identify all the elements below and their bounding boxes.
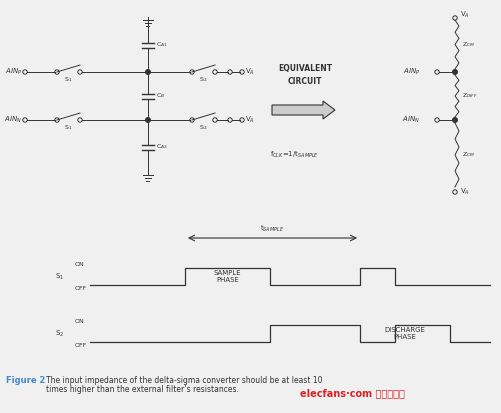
Circle shape <box>451 69 456 74</box>
Text: Z$_{CM}$: Z$_{CM}$ <box>461 151 474 159</box>
Text: OFF: OFF <box>75 343 87 348</box>
Text: t$_{SAMPLE}$: t$_{SAMPLE}$ <box>260 224 284 234</box>
Text: S$_1$: S$_1$ <box>64 123 72 132</box>
Circle shape <box>145 69 150 74</box>
Text: Z$_{CM}$: Z$_{CM}$ <box>461 40 474 49</box>
Circle shape <box>145 118 150 123</box>
Text: S$_1$: S$_1$ <box>55 271 65 282</box>
Text: Z$_{DIFF}$: Z$_{DIFF}$ <box>461 92 477 100</box>
Text: S$_2$: S$_2$ <box>198 123 207 132</box>
Text: elecfans·com 电子发烧友: elecfans·com 电子发烧友 <box>300 388 404 398</box>
Text: V$_A$: V$_A$ <box>244 115 255 125</box>
Text: C$_{A1}$: C$_{A1}$ <box>156 40 167 50</box>
Text: AIN$_P$: AIN$_P$ <box>402 67 419 77</box>
Text: C$_B$: C$_B$ <box>156 92 165 100</box>
Text: OFF: OFF <box>75 286 87 291</box>
Text: C$_{A2}$: C$_{A2}$ <box>156 142 167 152</box>
Text: V$_A$: V$_A$ <box>459 10 469 20</box>
Text: AIN$_N$: AIN$_N$ <box>4 115 22 125</box>
Text: times higher than the external filter’s resistances.: times higher than the external filter’s … <box>46 385 238 394</box>
Text: ON: ON <box>75 262 85 267</box>
Text: DISCHARGE
PHASE: DISCHARGE PHASE <box>384 327 424 340</box>
Text: EQUIVALENT
CIRCUIT: EQUIVALENT CIRCUIT <box>278 64 331 86</box>
Text: S$_2$: S$_2$ <box>198 75 207 84</box>
Text: The input impedance of the delta-sigma converter should be at least 10: The input impedance of the delta-sigma c… <box>46 376 322 385</box>
Text: AIN$_N$: AIN$_N$ <box>401 115 419 125</box>
Text: S$_1$: S$_1$ <box>64 75 72 84</box>
Text: f$_{CLK}$=1/t$_{SAMPLE}$: f$_{CLK}$=1/t$_{SAMPLE}$ <box>270 150 319 160</box>
Text: S$_2$: S$_2$ <box>55 328 65 339</box>
Text: ON: ON <box>75 319 85 324</box>
Text: SAMPLE
PHASE: SAMPLE PHASE <box>213 270 241 283</box>
Circle shape <box>451 118 456 123</box>
Text: AIN$_P$: AIN$_P$ <box>5 67 22 77</box>
Text: V$_A$: V$_A$ <box>459 187 469 197</box>
Text: Figure 2: Figure 2 <box>6 376 45 385</box>
Text: V$_A$: V$_A$ <box>244 67 255 77</box>
FancyArrow shape <box>272 101 334 119</box>
